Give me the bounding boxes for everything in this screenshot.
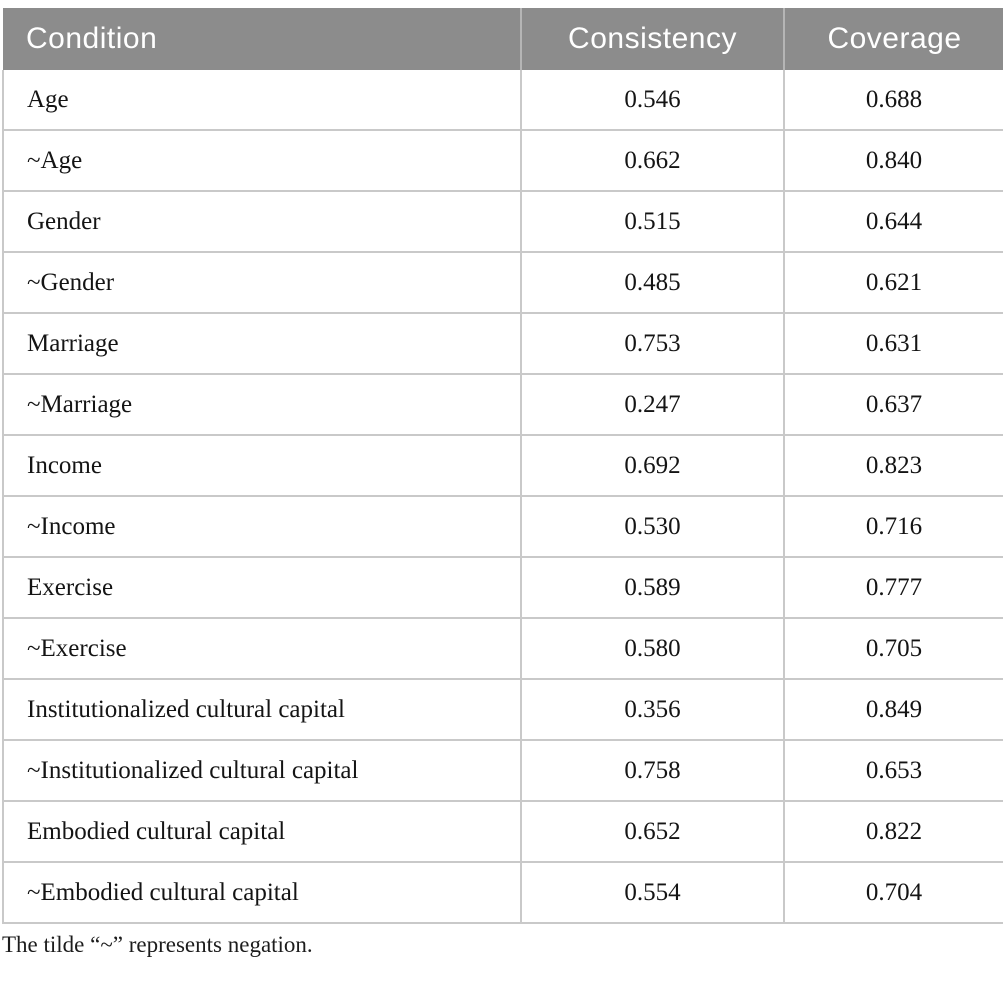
cell-condition: Age: [2, 70, 521, 131]
cell-coverage: 0.688: [783, 70, 1003, 131]
table-row: ~Institutionalized cultural capital 0.758…: [2, 740, 1003, 802]
table-row: ~Income 0.530 0.716: [2, 496, 1003, 558]
cell-consistency: 0.515: [520, 191, 784, 253]
table-header: Condition Consistency Coverage: [3, 8, 1003, 70]
column-header-consistency: Consistency: [520, 8, 784, 70]
table-row: Exercise 0.589 0.777: [2, 557, 1003, 619]
cell-condition: ~Embodied cultural capital: [2, 862, 521, 924]
cell-consistency: 0.758: [520, 740, 784, 802]
table-row: ~Exercise 0.580 0.705: [2, 618, 1003, 680]
cell-coverage: 0.644: [783, 191, 1003, 253]
cell-consistency: 0.546: [520, 70, 784, 131]
table-row: Institutionalized cultural capital 0.356 0…: [2, 679, 1003, 741]
table-row: ~Marriage 0.247 0.637: [2, 374, 1003, 436]
cell-coverage: 0.621: [783, 252, 1003, 314]
cell-consistency: 0.589: [520, 557, 784, 619]
cell-consistency: 0.554: [520, 862, 784, 924]
cell-condition: Income: [2, 435, 521, 497]
table-row: ~Gender 0.485 0.621: [2, 252, 1003, 314]
cell-condition: ~Age: [2, 130, 521, 192]
cell-coverage: 0.777: [783, 557, 1003, 619]
cell-condition: ~Institutionalized cultural capital: [2, 740, 521, 802]
cell-consistency: 0.652: [520, 801, 784, 863]
table-body: Age 0.546 0.688 ~Age 0.662 0.840 Gender 0.515 0.…: [2, 70, 1003, 924]
cell-condition: ~Gender: [2, 252, 521, 314]
cell-consistency: 0.580: [520, 618, 784, 680]
cell-coverage: 0.653: [783, 740, 1003, 802]
table-row: Gender 0.515 0.644: [2, 191, 1003, 253]
necessity-analysis-table: Condition Consistency Coverage Age 0.546 0…: [2, 8, 1003, 924]
cell-coverage: 0.840: [783, 130, 1003, 192]
cell-condition: Marriage: [2, 313, 521, 375]
cell-consistency: 0.692: [520, 435, 784, 497]
cell-coverage: 0.716: [783, 496, 1003, 558]
cell-consistency: 0.662: [520, 130, 784, 192]
cell-condition: Gender: [2, 191, 521, 253]
cell-coverage: 0.705: [783, 618, 1003, 680]
table-row: Embodied cultural capital 0.652 0.822: [2, 801, 1003, 863]
cell-coverage: 0.704: [783, 862, 1003, 924]
cell-condition: ~Marriage: [2, 374, 521, 436]
cell-consistency: 0.753: [520, 313, 784, 375]
cell-consistency: 0.530: [520, 496, 784, 558]
table-container: Condition Consistency Coverage Age 0.546 0…: [2, 8, 1003, 957]
cell-coverage: 0.823: [783, 435, 1003, 497]
table-row: ~Age 0.662 0.840: [2, 130, 1003, 192]
cell-coverage: 0.631: [783, 313, 1003, 375]
table-footnote: The tilde “~” represents negation.: [2, 932, 313, 957]
cell-condition: ~Exercise: [2, 618, 521, 680]
cell-condition: Institutionalized cultural capital: [2, 679, 521, 741]
cell-coverage: 0.849: [783, 679, 1003, 741]
cell-coverage: 0.822: [783, 801, 1003, 863]
table-row: Marriage 0.753 0.631: [2, 313, 1003, 375]
cell-condition: ~Income: [2, 496, 521, 558]
column-header-condition: Condition: [3, 8, 521, 70]
cell-condition: Embodied cultural capital: [2, 801, 521, 863]
cell-coverage: 0.637: [783, 374, 1003, 436]
table-row: Age 0.546 0.688: [2, 70, 1003, 131]
cell-consistency: 0.485: [520, 252, 784, 314]
cell-consistency: 0.247: [520, 374, 784, 436]
column-header-coverage: Coverage: [783, 8, 1003, 70]
header-row: Condition Consistency Coverage: [3, 8, 1003, 70]
cell-condition: Exercise: [2, 557, 521, 619]
table-row: ~Embodied cultural capital 0.554 0.704: [2, 862, 1003, 924]
cell-consistency: 0.356: [520, 679, 784, 741]
table-row: Income 0.692 0.823: [2, 435, 1003, 497]
